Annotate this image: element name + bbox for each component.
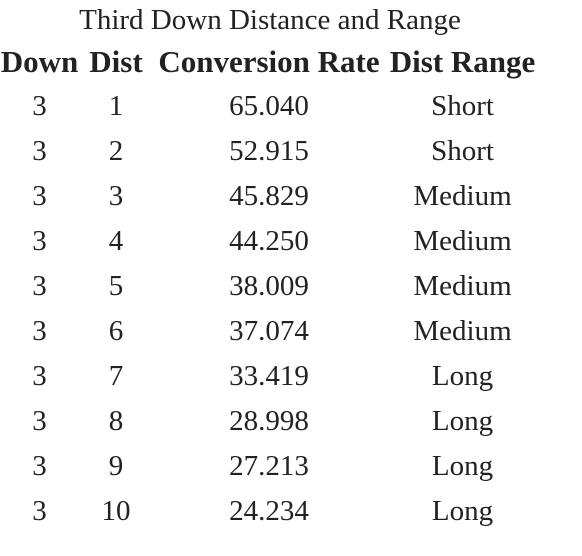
table-header: Down Dist Conversion Rate Dist Range (0, 40, 540, 84)
cell-dist: 4 (108, 225, 124, 257)
cell-dist: 2 (108, 135, 124, 167)
cell-conversion-rate: 44.250 (229, 225, 309, 257)
table-row: 3 2 52.915 Short (0, 129, 540, 174)
cell-dist-range: Long (431, 495, 494, 527)
cell-dist: 7 (108, 360, 124, 392)
table-row: 3 7 33.419 Long (0, 354, 540, 399)
cell-dist: 8 (108, 405, 124, 437)
cell-dist-range: Medium (413, 270, 512, 302)
cell-dist: 9 (108, 450, 124, 482)
cell-down: 3 (32, 450, 47, 482)
table-row: 3 4 44.250 Medium (0, 219, 540, 264)
table-row: 3 10 24.234 Long (0, 489, 540, 534)
header-down: Down (0, 44, 79, 79)
header-row: Down Dist Conversion Rate Dist Range (0, 40, 540, 84)
cell-conversion-rate: 45.829 (229, 180, 309, 212)
cell-down: 3 (32, 270, 47, 302)
cell-conversion-rate: 28.998 (229, 405, 309, 437)
table-row: 3 1 65.040 Short (0, 84, 540, 129)
cell-down: 3 (32, 405, 47, 437)
cell-conversion-rate: 27.213 (229, 450, 309, 482)
table-row: 3 5 38.009 Medium (0, 264, 540, 309)
cell-dist: 3 (108, 180, 124, 212)
table-row: 3 8 28.998 Long (0, 399, 540, 444)
table-row: 3 6 37.074 Medium (0, 309, 540, 354)
cell-dist: 5 (108, 270, 124, 302)
table-caption: Third Down Distance and Range (79, 4, 461, 36)
distance-table: Third Down Distance and Range Down Dist … (0, 4, 540, 534)
table-row: 3 3 45.829 Medium (0, 174, 540, 219)
cell-dist-range: Long (431, 405, 494, 437)
cell-conversion-rate: 33.419 (229, 360, 309, 392)
cell-conversion-rate: 37.074 (229, 315, 309, 347)
cell-dist: 1 (108, 90, 124, 122)
cell-dist-range: Medium (413, 225, 512, 257)
cell-down: 3 (32, 90, 47, 122)
header-dist: Dist (89, 44, 143, 79)
cell-dist-range: Long (431, 450, 494, 482)
cell-conversion-rate: 52.915 (229, 135, 309, 167)
cell-dist-range: Medium (413, 315, 512, 347)
table-row: 3 9 27.213 Long (0, 444, 540, 489)
header-conversion-rate: Conversion Rate (158, 44, 380, 79)
cell-conversion-rate: 38.009 (229, 270, 309, 302)
cell-down: 3 (32, 360, 47, 392)
cell-down: 3 (32, 315, 47, 347)
header-dist-range: Dist Range (389, 44, 536, 79)
cell-conversion-rate: 24.234 (229, 495, 309, 527)
cell-conversion-rate: 65.040 (229, 90, 309, 122)
cell-down: 3 (32, 135, 47, 167)
cell-down: 3 (32, 225, 47, 257)
cell-dist-range: Short (431, 90, 494, 122)
cell-dist: 6 (108, 315, 124, 347)
table-body: 3 1 65.040 Short 3 2 52.915 Short 3 3 45… (0, 84, 540, 534)
cell-dist-range: Long (431, 360, 494, 392)
cell-down: 3 (32, 495, 47, 527)
cell-dist: 10 (101, 495, 131, 527)
cell-dist-range: Short (431, 135, 494, 167)
cell-dist-range: Medium (413, 180, 512, 212)
cell-down: 3 (32, 180, 47, 212)
